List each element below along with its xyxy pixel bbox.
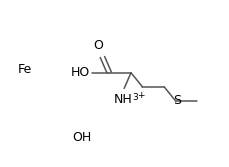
Text: HO: HO (70, 66, 90, 79)
Text: +: + (136, 92, 144, 100)
Text: OH: OH (72, 131, 91, 144)
Text: 3: 3 (132, 93, 138, 102)
Text: NH: NH (113, 93, 132, 106)
Text: Fe: Fe (17, 63, 32, 76)
Text: S: S (172, 94, 180, 107)
Text: O: O (93, 39, 103, 52)
